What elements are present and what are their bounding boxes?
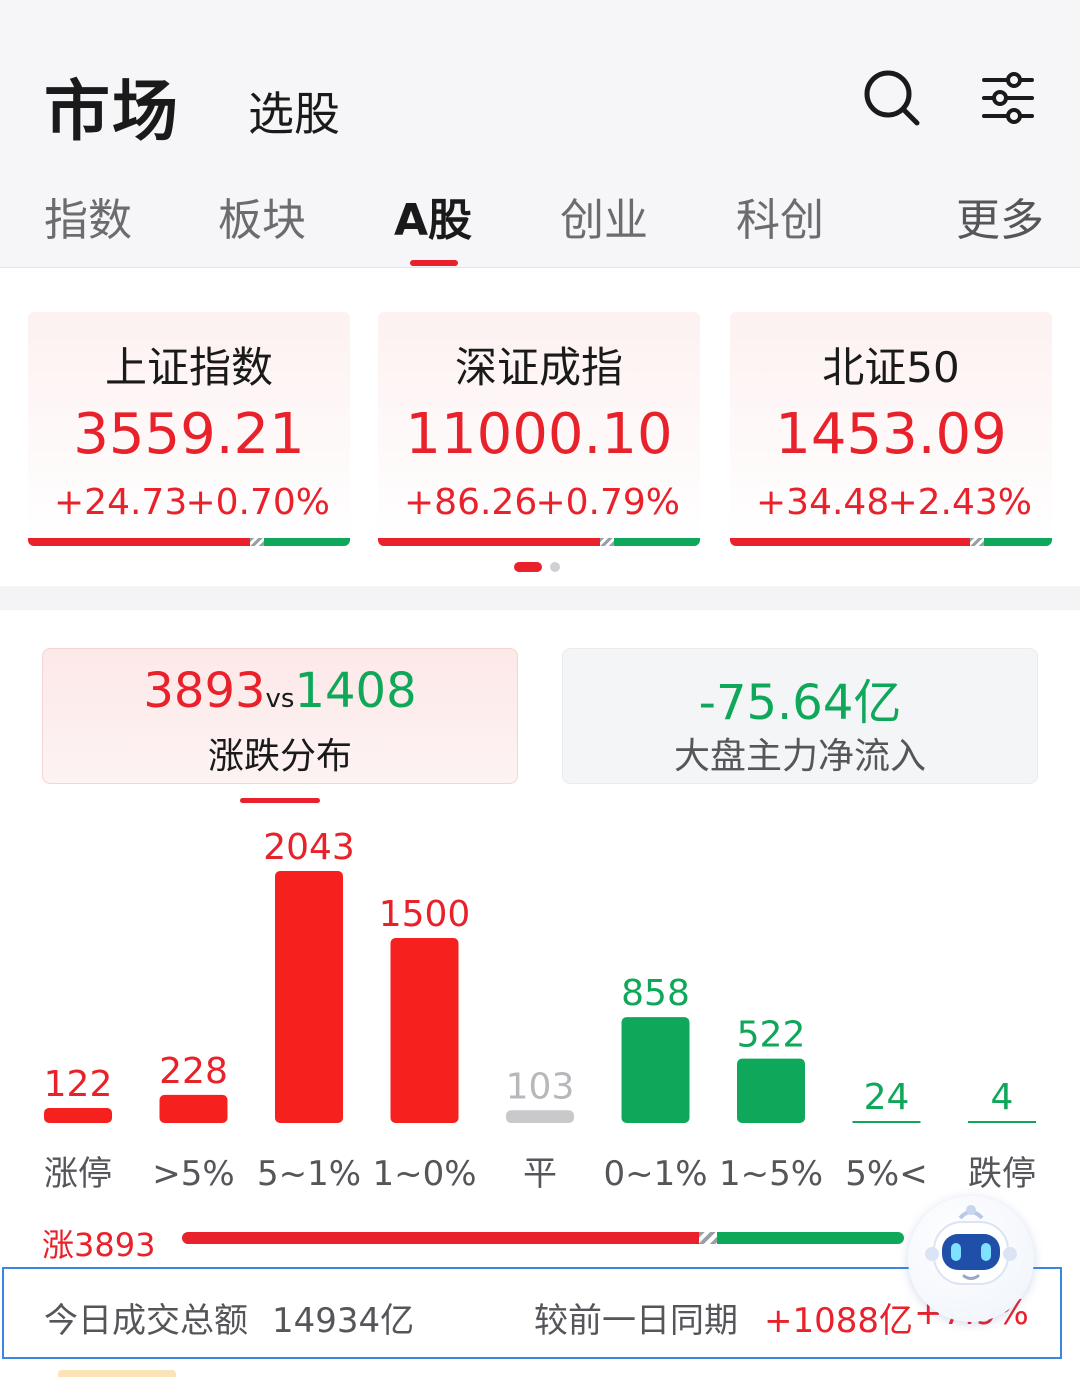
sliders-icon — [982, 72, 1034, 124]
net-flow-value: -75.64亿 — [698, 675, 902, 731]
decline-bar — [614, 538, 700, 546]
carousel-dot — [550, 562, 560, 572]
decline-ratio-bar — [717, 1232, 904, 1244]
index-cards: 上证指数 3559.21 +24.73 +0.70% 深证成指 11000.10… — [0, 270, 1080, 586]
active-tab-indicator — [410, 260, 458, 266]
tab-sector[interactable]: 板块 — [218, 195, 306, 246]
turnover-label: 今日成交总额 — [44, 1301, 248, 1341]
bar-value-label: 2043 — [263, 827, 355, 868]
distribution-chart: 122 涨停 228 >5% 2043 5~1% 1500 1~0% 103 平 858 0~1% 52… — [44, 827, 1036, 1194]
bar-7 — [852, 1121, 921, 1123]
bar-separator — [970, 538, 984, 546]
turnover-delta: +1088亿 — [764, 1301, 914, 1341]
carousel-dots[interactable] — [514, 562, 560, 572]
tab-index[interactable]: 指数 — [44, 195, 132, 246]
search-icon — [864, 70, 920, 126]
robot-icon — [925, 1205, 1017, 1285]
category-label: 1~5% — [719, 1154, 823, 1194]
ratio-separator — [699, 1232, 717, 1244]
index-change-pct: +0.79% — [535, 482, 680, 523]
decline-bar — [264, 538, 350, 546]
index-card-shenzhen[interactable]: 深证成指 11000.10 +86.26 +0.79% — [378, 312, 700, 546]
category-label: 5%< — [845, 1154, 927, 1194]
index-value: 1453.09 — [775, 402, 1007, 467]
more-tab-label: 更多 — [956, 195, 1044, 246]
category-label: >5% — [152, 1154, 234, 1194]
turnover-compare-label: 较前一日同期 — [534, 1301, 738, 1341]
bar-value-label: 122 — [44, 1064, 113, 1105]
advance-count-label: 涨3893 — [42, 1226, 156, 1264]
stock-picker-tab[interactable]: 选股 — [248, 87, 340, 141]
turnover-panel[interactable]: 今日成交总额 14934亿 较前一日同期 +1088亿 +7.9% — [2, 1267, 1062, 1359]
bar-0 — [44, 1107, 112, 1123]
advance-ratio-bar — [182, 1232, 699, 1244]
capital-flow-card[interactable]: -75.64亿 大盘主力净流入 — [562, 648, 1038, 784]
distribution-card[interactable]: 3893vs1408 涨跌分布 — [42, 648, 518, 784]
more-tab[interactable]: 更多 — [924, 180, 1080, 266]
index-name: 上证指数 — [104, 343, 273, 392]
category-label: 平 — [523, 1154, 557, 1194]
bar-5 — [621, 1017, 690, 1123]
advance-bar — [378, 538, 600, 546]
category-label: 5~1% — [257, 1154, 361, 1194]
bar-2 — [275, 871, 343, 1123]
index-change-pct: +0.70% — [185, 482, 330, 523]
search-button[interactable] — [860, 66, 924, 130]
up-count: 3893 — [143, 663, 266, 719]
category-label: 跌停 — [968, 1154, 1036, 1194]
category-label: 1~0% — [372, 1154, 476, 1194]
top-bar: 市场 选股 指数 板块 A股 创业 科创 — [0, 0, 1080, 268]
page-title[interactable]: 市场 — [44, 73, 180, 150]
bar-value-label: 858 — [621, 973, 690, 1014]
index-value: 11000.10 — [405, 402, 673, 467]
bar-value-label: 522 — [737, 1015, 806, 1056]
advance-bar — [730, 538, 970, 546]
carousel-dot-active — [514, 562, 542, 572]
vs-text: vs — [265, 684, 295, 714]
market-tabs: 指数 板块 A股 创业 科创 更多 — [0, 180, 1080, 266]
up-down-count: 3893vs1408 — [43, 663, 517, 719]
down-count: 1408 — [294, 663, 417, 719]
bar-value-label: 4 — [991, 1077, 1014, 1118]
bar-value-label: 24 — [864, 1077, 910, 1118]
bar-separator — [600, 538, 614, 546]
settings-button[interactable] — [976, 66, 1040, 130]
advance-decline-ratio: 涨3893 — [0, 1214, 1080, 1264]
index-name: 北证50 — [822, 343, 960, 392]
index-change: +24.73 — [54, 482, 188, 523]
bar-6 — [737, 1058, 805, 1123]
distribution-label: 涨跌分布 — [207, 736, 352, 777]
bar-value-label: 103 — [506, 1066, 575, 1107]
net-flow-label: 大盘主力净流入 — [673, 736, 926, 777]
index-card-shanghai[interactable]: 上证指数 3559.21 +24.73 +0.70% — [28, 312, 350, 546]
bar-4 — [506, 1110, 574, 1123]
category-label: 涨停 — [44, 1154, 112, 1194]
index-change: +86.26 — [404, 482, 538, 523]
assistant-button[interactable] — [908, 1196, 1034, 1322]
tab-star-market[interactable]: 科创 — [736, 195, 824, 246]
turnover-value: 14934亿 — [272, 1301, 415, 1341]
bar-value-label: 1500 — [379, 894, 471, 935]
section-divider — [0, 586, 1080, 610]
selected-card-indicator — [240, 798, 320, 803]
advance-bar — [28, 538, 250, 546]
index-name: 深证成指 — [454, 343, 623, 392]
bar-value-label: 228 — [159, 1051, 228, 1092]
index-value: 3559.21 — [73, 402, 305, 467]
next-section-peek — [58, 1370, 176, 1377]
tab-chinext[interactable]: 创业 — [560, 195, 648, 246]
index-card-bse50[interactable]: 北证50 1453.09 +34.48 +2.43% — [730, 312, 1052, 546]
bar-3 — [390, 937, 459, 1123]
bar-1 — [159, 1094, 228, 1123]
bar-separator — [250, 538, 264, 546]
tab-a-share[interactable]: A股 — [394, 195, 473, 246]
index-change: +34.48 — [756, 482, 890, 523]
decline-bar — [984, 538, 1052, 546]
category-label: 0~1% — [603, 1154, 707, 1194]
index-change-pct: +2.43% — [887, 482, 1032, 523]
bar-8 — [968, 1121, 1036, 1123]
